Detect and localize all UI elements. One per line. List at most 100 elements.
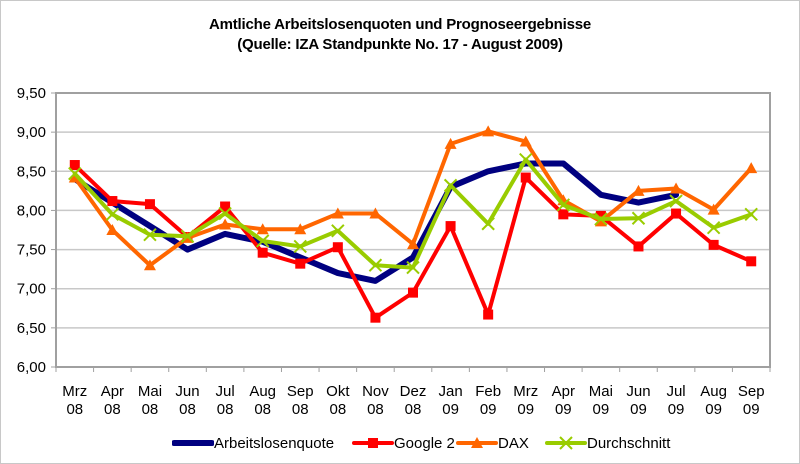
data-point-google-2: [144, 199, 155, 210]
data-point-dax: [519, 135, 532, 147]
x-tick-label-year: 08: [254, 401, 271, 418]
x-tick-label-year: 09: [555, 401, 572, 418]
legend-item-durchschnitt: Durchschnitt: [545, 433, 670, 453]
marker-stroke: [669, 194, 683, 208]
data-point-durchschnitt: [669, 194, 683, 208]
marker-stroke: [68, 166, 82, 181]
legend-swatch-dax: [456, 437, 498, 448]
x-tick-label-year: 08: [142, 401, 159, 418]
x-tick-label-month: Jul: [216, 383, 235, 400]
marker-stroke: [105, 207, 120, 222]
data-point-google-2: [220, 201, 231, 212]
data-point-dax: [482, 125, 495, 137]
data-point-durchschnitt: [331, 224, 345, 238]
marker-stroke: [218, 206, 232, 221]
data-point-dax: [256, 223, 269, 235]
x-tick-label-year: 09: [517, 401, 534, 418]
x-tick-label-month: Mai: [138, 383, 162, 400]
chart-subtitle: (Quelle: IZA Standpunkte No. 17 - August…: [237, 36, 563, 53]
data-point-google-2: [69, 160, 80, 171]
data-point-dax: [219, 218, 232, 230]
legend-label: DAX: [498, 434, 529, 452]
y-tick-label: 6,50: [17, 320, 46, 337]
plot-area-border: [55, 92, 771, 368]
x-tick-label-month: Aug: [249, 383, 276, 400]
data-point-google-2: [558, 209, 569, 220]
legend-swatch-google-2: [352, 438, 394, 448]
data-point-dax: [670, 182, 683, 194]
marker-stroke: [293, 239, 307, 254]
data-point-google-2: [520, 172, 531, 183]
data-point-google-2: [483, 309, 494, 320]
marker-stroke: [443, 178, 458, 193]
x-tick-label-year: 08: [217, 401, 234, 418]
x-tick-label-month: Okt: [326, 383, 350, 400]
legend-item-google-2: Google 2: [352, 433, 455, 453]
data-point-durchschnitt: [744, 207, 758, 222]
data-point-durchschnitt: [631, 211, 646, 225]
chart-title: Amtliche Arbeitslosenquoten und Prognose…: [208, 16, 591, 33]
data-point-durchschnitt: [105, 207, 120, 222]
data-point-dax: [707, 203, 720, 215]
gridlines: [56, 131, 770, 329]
data-point-google-2: [257, 247, 268, 258]
y-tick-label: 7,50: [17, 242, 46, 259]
data-point-durchschnitt: [406, 260, 420, 275]
data-point-google-2: [633, 241, 644, 252]
data-point-durchschnitt: [255, 234, 270, 248]
marker-stroke: [143, 227, 157, 242]
data-point-durchschnitt: [68, 166, 82, 181]
data-point-dax: [331, 207, 344, 219]
marker-stroke: [594, 212, 608, 226]
marker-stroke: [180, 229, 195, 243]
marker-stroke: [255, 234, 270, 248]
legend-item-arbeitslosenquote: Arbeitslosenquote: [172, 433, 334, 453]
x-tick-label-month: Nov: [362, 383, 389, 400]
legend-item-dax: DAX: [456, 433, 529, 453]
series-group: [68, 125, 758, 323]
legend-swatch-arbeitslosenquote: [172, 440, 214, 446]
x-tick-label-month: Jan: [438, 383, 462, 400]
x-tick-label-year: 08: [329, 401, 346, 418]
data-point-durchschnitt: [519, 152, 533, 167]
legend-marker: [559, 436, 573, 450]
data-point-durchschnitt: [218, 206, 232, 221]
data-point-dax: [632, 184, 645, 196]
x-tick-label-year: 09: [480, 401, 497, 418]
x-tick-label-month: Feb: [475, 383, 501, 400]
x-tick-label-year: 08: [367, 401, 384, 418]
x-tick-label-month: Sep: [287, 383, 314, 400]
y-tick-label: 8,50: [17, 163, 46, 180]
x-tick-label-month: Apr: [101, 383, 124, 400]
x-tick-label-month: Jul: [666, 383, 685, 400]
data-point-dax: [106, 224, 119, 235]
x-tick-label-month: Mrz: [513, 383, 538, 400]
data-point-dax: [369, 207, 382, 219]
data-point-durchschnitt: [556, 198, 571, 212]
data-point-google-2: [708, 239, 719, 250]
x-tick-label-month: Mai: [589, 383, 613, 400]
x-tick-label-month: Aug: [700, 383, 727, 400]
series-line-arbeitslosenquote: [71, 160, 680, 284]
marker-stroke: [706, 220, 721, 235]
data-point-dax: [294, 223, 307, 235]
data-point-google-2: [295, 258, 306, 269]
x-tick-label-year: 09: [668, 401, 685, 418]
x-axis-labels: Mrz08Apr08Mai08Jun08Jul08Aug08Sep08Okt08…: [62, 383, 764, 418]
legend-label: Durchschnitt: [587, 434, 671, 452]
series-durchschnitt: [68, 152, 758, 275]
x-tick-label-year: 08: [405, 401, 422, 418]
data-point-durchschnitt: [180, 229, 195, 243]
data-point-dax: [444, 137, 457, 149]
data-point-google-2: [445, 221, 456, 232]
x-tick-label-year: 08: [292, 401, 309, 418]
marker-stroke: [559, 436, 573, 450]
y-tick-label: 6,00: [17, 359, 46, 376]
marker-stroke: [519, 152, 533, 167]
data-point-dax: [407, 238, 419, 250]
data-point-durchschnitt: [143, 227, 157, 242]
data-point-durchschnitt: [368, 258, 383, 272]
x-tick-label-year: 09: [442, 401, 459, 418]
x-tick-label-month: Jun: [626, 383, 650, 400]
